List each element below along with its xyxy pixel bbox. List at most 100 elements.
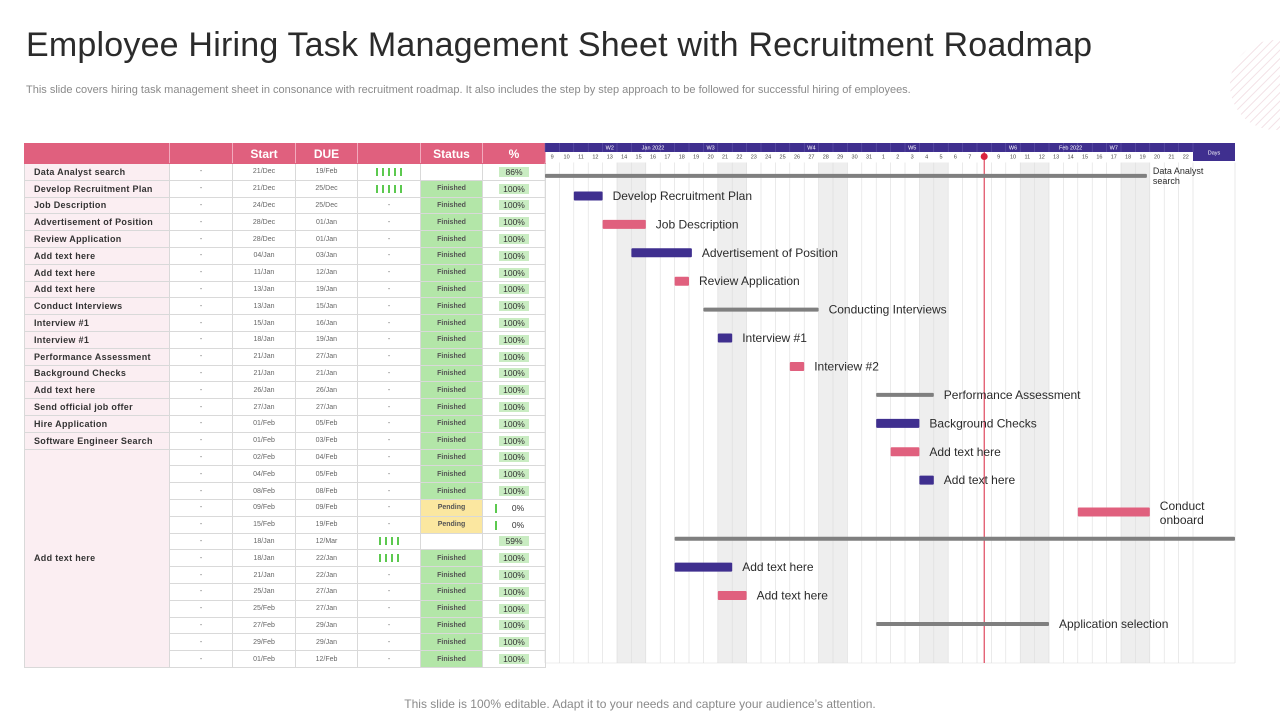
progress-tick	[385, 537, 387, 546]
weekend-column	[1020, 162, 1035, 663]
weekend-column	[1135, 162, 1150, 663]
task-status: Finished	[420, 381, 483, 400]
task-name: Add text here	[24, 280, 170, 299]
table-row: Conduct Interviews -13/Jan 15/Jan - Finished…	[24, 297, 546, 316]
task-status: Finished	[420, 230, 483, 248]
percent-value: 100%	[499, 267, 529, 278]
task-bar-label: Add text here	[742, 560, 814, 574]
task-bar-label: onboard	[1160, 513, 1204, 527]
week-label: W4	[807, 146, 815, 152]
progress-dash: -	[387, 302, 391, 310]
progress-dash: -	[387, 218, 391, 226]
task-status: Finished	[420, 263, 483, 282]
day-number: 9	[551, 155, 554, 161]
week-header	[545, 143, 1235, 152]
day-number: 21	[722, 155, 728, 161]
task-bar	[674, 276, 689, 286]
task-status: Pending	[420, 515, 483, 534]
days-label: Days	[1208, 151, 1221, 157]
task-bar	[674, 536, 1235, 541]
task-bar-label: Conducting Interviews	[829, 303, 947, 317]
task-name: Background Checks	[24, 364, 170, 383]
task-bar	[545, 173, 1147, 178]
task-name: Review Application	[24, 230, 170, 248]
progress-tick	[394, 184, 396, 193]
progress-dash: -	[387, 369, 391, 377]
task-name: Data Analyst search	[24, 163, 170, 181]
percent-value: 100%	[499, 586, 529, 597]
day-number: 12	[1039, 155, 1045, 161]
task-bar-label: search	[1153, 176, 1180, 186]
percent-value: 100%	[499, 351, 529, 362]
weekend-column	[717, 162, 733, 663]
day-number: 14	[1068, 155, 1074, 161]
task-bar	[789, 361, 805, 371]
week-label: W2	[606, 146, 614, 152]
progress-tick	[382, 167, 384, 176]
header-task	[24, 143, 170, 164]
week-label: W3	[706, 146, 714, 152]
task-bar-label: Review Application	[699, 274, 800, 288]
weekend-column	[617, 162, 632, 663]
day-number: 30	[852, 155, 858, 161]
task-bar-label: Job Description	[656, 217, 739, 231]
day-number: 19	[1140, 155, 1146, 161]
task-bar-label: Add text here	[929, 445, 1001, 459]
week-label: W6	[1009, 146, 1017, 152]
table-row: Data Analyst search -21/Dec 19/Feb 86%	[24, 163, 546, 181]
task-bar	[573, 191, 603, 201]
progress-dash: -	[387, 504, 391, 512]
table-row: -01/Feb 12/Feb - Finished 100%	[25, 650, 546, 668]
day-number: 11	[578, 155, 584, 161]
task-name: Interview #1	[24, 314, 170, 332]
day-number: 13	[1053, 155, 1059, 161]
day-number: 4	[925, 155, 928, 161]
day-number: 15	[636, 155, 642, 161]
progress-tick	[376, 184, 378, 193]
day-number: 23	[751, 155, 757, 161]
day-number: 22	[736, 155, 742, 161]
progress-dash: -	[387, 621, 391, 629]
table-row: Add text here -26/Jan 26/Jan - Finished 100%	[24, 381, 546, 400]
percent-value: 100%	[499, 418, 529, 429]
weekend-column	[732, 162, 747, 663]
percent-value: 100%	[499, 284, 529, 295]
task-status: Finished	[420, 179, 483, 198]
progress-dash: -	[387, 453, 391, 461]
progress-tick	[388, 167, 390, 176]
day-number: 10	[564, 155, 570, 161]
weekend-column	[833, 162, 848, 663]
task-bar	[631, 248, 692, 258]
progress-dash: -	[387, 638, 391, 646]
table-row: -09/Feb 09/Feb - Pending 0%	[25, 498, 546, 517]
header-status: Status	[420, 143, 483, 164]
task-status: Finished	[420, 633, 483, 652]
percent-value: 100%	[499, 234, 529, 245]
percent-value: 86%	[499, 166, 529, 177]
task-status: Finished	[420, 297, 483, 316]
progress-dash: -	[387, 437, 391, 445]
task-bar	[703, 307, 819, 312]
task-name: Send official job offer	[24, 398, 170, 416]
task-bar-label: Background Checks	[929, 416, 1036, 430]
header-due: DUE	[295, 143, 358, 164]
task-name: Hire Application	[24, 414, 170, 433]
week-label: W5	[908, 146, 916, 152]
days-header	[1193, 143, 1235, 161]
table-row: Job Description -24/Dec 25/Dec - Finished 100…	[24, 196, 546, 215]
week-label: Jan 2022	[642, 146, 665, 152]
percent-value: 100%	[499, 301, 529, 312]
table-row: Add text here -11/Jan 12/Jan - Finished 100%	[24, 263, 546, 282]
task-bar	[876, 418, 920, 428]
progress-tick	[388, 184, 390, 193]
percent-value: 100%	[499, 435, 529, 446]
day-number: 20	[1154, 155, 1160, 161]
task-name: Add text here	[24, 246, 170, 265]
table-row: -18/Jan 22/Jan Finished 100%	[25, 549, 546, 568]
task-start: 01/Feb	[232, 650, 296, 668]
progress-tick	[397, 554, 399, 563]
day-number: 25	[780, 155, 786, 161]
task-status: Pending	[420, 498, 483, 517]
task-bar-label: Data Analyst	[1153, 166, 1204, 176]
today-marker	[980, 153, 988, 160]
